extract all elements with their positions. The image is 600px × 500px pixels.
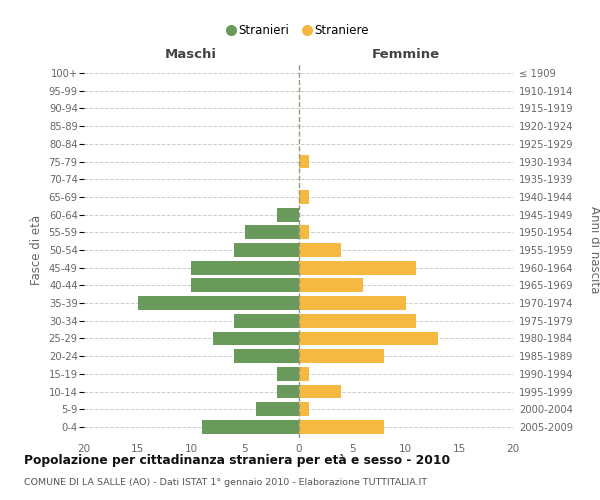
Text: Femmine: Femmine — [371, 48, 440, 60]
Bar — [212, 332, 299, 345]
Bar — [245, 226, 299, 239]
Bar — [299, 226, 309, 239]
Bar — [299, 384, 341, 398]
Bar — [299, 332, 438, 345]
Bar — [256, 402, 299, 416]
Bar — [299, 278, 363, 292]
Legend: Stranieri, Straniere: Stranieri, Straniere — [223, 20, 374, 42]
Text: COMUNE DI LA SALLE (AO) - Dati ISTAT 1° gennaio 2010 - Elaborazione TUTTITALIA.I: COMUNE DI LA SALLE (AO) - Dati ISTAT 1° … — [24, 478, 427, 487]
Text: Maschi: Maschi — [165, 48, 217, 60]
Bar — [234, 349, 299, 363]
Bar — [191, 261, 299, 274]
Bar — [299, 367, 309, 380]
Bar — [277, 384, 299, 398]
Bar — [299, 314, 416, 328]
Bar — [299, 243, 341, 257]
Bar — [299, 349, 385, 363]
Bar — [299, 402, 309, 416]
Bar — [299, 296, 406, 310]
Bar — [299, 261, 416, 274]
Y-axis label: Anni di nascita: Anni di nascita — [588, 206, 600, 294]
Bar — [299, 154, 309, 168]
Bar — [191, 278, 299, 292]
Bar — [299, 420, 385, 434]
Y-axis label: Fasce di età: Fasce di età — [30, 215, 43, 285]
Bar — [277, 208, 299, 222]
Bar — [234, 314, 299, 328]
Text: Popolazione per cittadinanza straniera per età e sesso - 2010: Popolazione per cittadinanza straniera p… — [24, 454, 450, 467]
Bar — [202, 420, 299, 434]
Bar — [277, 367, 299, 380]
Bar — [299, 190, 309, 204]
Bar — [137, 296, 299, 310]
Bar — [234, 243, 299, 257]
